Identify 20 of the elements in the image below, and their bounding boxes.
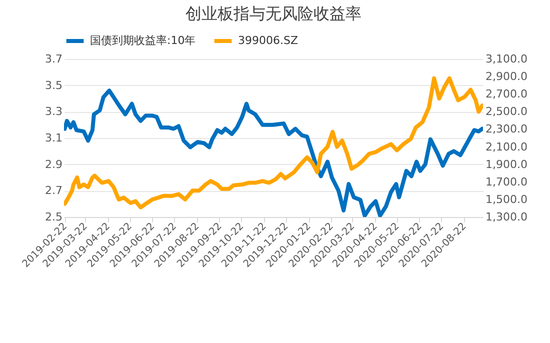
- y2-tick-label: 2,300.0: [486, 122, 528, 136]
- legend-label: 国债到期收益率:10年: [90, 34, 196, 47]
- y2-tick-label: 2,100.0: [486, 140, 528, 154]
- y-tick-label: 3.1: [45, 132, 62, 144]
- y-tick-label: 3.3: [45, 105, 62, 118]
- y-tick-label: 3.5: [45, 78, 62, 92]
- y2-tick-label: 1,700.0: [486, 175, 528, 188]
- y2-tick-label: 1,500.0: [486, 192, 528, 206]
- y-tick-label: 2.5: [45, 210, 62, 224]
- y2-tick-label: 2,900.0: [486, 70, 528, 84]
- chart-title: 创业板指与无风险收益率: [186, 4, 362, 23]
- y2-tick-label: 3,100.0: [486, 52, 528, 66]
- y2-tick-label: 2,700.0: [486, 88, 528, 101]
- y-tick-label: 2.9: [45, 158, 62, 171]
- y2-tick-label: 1,900.0: [486, 158, 528, 171]
- y2-tick-label: 1,300.0: [486, 210, 528, 224]
- legend-label: 399006.SZ: [238, 34, 298, 47]
- y2-tick-label: 2,500.0: [486, 105, 528, 118]
- y-tick-label: 2.7: [45, 184, 62, 198]
- y-tick-label: 3.7: [45, 52, 62, 66]
